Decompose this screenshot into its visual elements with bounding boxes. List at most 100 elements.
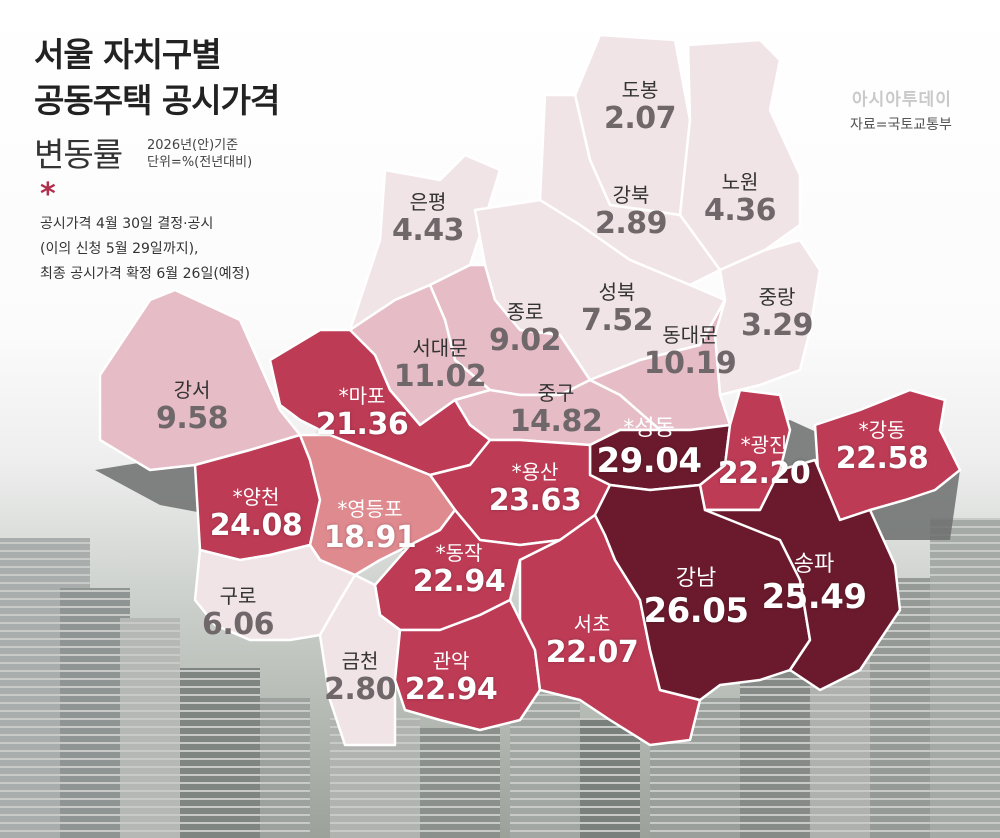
- district-shape-nowon: [678, 38, 802, 272]
- district-name: 중랑: [758, 285, 796, 309]
- district-name: *성동: [623, 416, 675, 441]
- district-label-gangseo: 강서 9.58: [122, 380, 262, 434]
- note-line-1: 공시가격 4월 30일 결정·공시: [40, 216, 214, 232]
- title-line-2: 공동주택 공시가격: [34, 81, 280, 120]
- building: [120, 618, 180, 838]
- district-label-songpa: 송파 25.49: [744, 552, 884, 617]
- district-value: 22.94: [412, 564, 506, 599]
- district-label-seongdong: *성동 29.04: [579, 416, 719, 481]
- district-nowon: [678, 38, 802, 272]
- district-name: *강동: [858, 418, 906, 442]
- district-name: 금천: [341, 649, 379, 673]
- district-name: *영등포: [337, 497, 403, 521]
- building: [420, 728, 500, 838]
- building: [180, 668, 260, 838]
- district-name: *동작: [435, 541, 483, 565]
- title-line-3: 변동률: [34, 135, 123, 174]
- building: [60, 588, 130, 838]
- district-name: 관악: [432, 649, 470, 673]
- district-label-mapo: *마포 21.36: [292, 386, 432, 440]
- district-value: 9.02: [488, 323, 562, 358]
- district-label-seongbuk: 성북 7.52: [547, 282, 687, 336]
- district-yeongdeungpo: [298, 433, 457, 577]
- district-label-jongno: 종로 9.02: [455, 302, 595, 356]
- district-name: 종로: [506, 300, 544, 324]
- district-value: 6.06: [201, 607, 275, 642]
- district-name: 강서: [173, 378, 211, 402]
- district-label-nowon: 노원 4.36: [670, 172, 810, 226]
- district-value: 22.07: [545, 635, 639, 670]
- district-value: 9.58: [155, 401, 229, 436]
- district-name: 중구: [537, 381, 575, 405]
- district-label-gangnam: 강남 26.05: [626, 566, 766, 631]
- building: [580, 718, 640, 838]
- district-label-dongdaemun: 동대문 10.19: [620, 325, 760, 379]
- district-label-guro: 구로 6.06: [168, 586, 308, 640]
- district-value: 2.07: [603, 101, 677, 136]
- district-value: 2.89: [594, 206, 668, 241]
- district-name: *마포: [338, 384, 386, 408]
- note-asterisk: *: [40, 177, 56, 212]
- note-line-2: (이의 신청 5월 29일까지),: [40, 241, 199, 257]
- district-name: 동대문: [662, 323, 718, 347]
- district-value: 26.05: [643, 591, 749, 631]
- note-line-3: 최종 공시가격 확정 6월 26일(예정): [40, 266, 251, 282]
- district-label-geumcheon: 금천 2.80: [290, 651, 430, 705]
- district-name: 서대문: [412, 336, 468, 360]
- district-label-dongjak: *동작 22.94: [389, 543, 529, 597]
- district-mapo: [268, 328, 492, 477]
- district-value: 22.20: [717, 456, 811, 491]
- district-label-gangbuk: 강북 2.89: [561, 185, 701, 239]
- title-line-1: 서울 자치구별: [34, 35, 222, 74]
- building: [260, 698, 310, 838]
- district-name: 구로: [219, 584, 257, 608]
- district-label-jungnang: 중랑 3.29: [707, 287, 847, 341]
- district-label-gwangjin: *광진 22.20: [694, 435, 834, 489]
- district-label-gangdong: *강동 22.58: [812, 420, 952, 474]
- district-value: 29.04: [596, 441, 702, 481]
- district-value: 18.91: [323, 520, 417, 555]
- district-value: 3.29: [740, 308, 814, 343]
- district-value: 24.08: [209, 508, 303, 543]
- district-label-yeongdeungpo: *영등포 18.91: [300, 499, 440, 553]
- district-value: 23.63: [488, 483, 582, 518]
- district-value: 21.36: [315, 407, 409, 442]
- district-label-dobong: 도봉 2.07: [570, 80, 710, 134]
- district-label-seodaemun: 서대문 11.02: [370, 338, 510, 392]
- district-name: 노원: [721, 170, 759, 194]
- district-name: 강남: [675, 566, 717, 591]
- district-shape-songpa: [703, 458, 902, 692]
- district-name: 송파: [793, 552, 835, 577]
- district-value: 4.43: [391, 213, 465, 248]
- district-name: 강북: [612, 183, 650, 207]
- district-label-jung: 중구 14.82: [486, 383, 626, 437]
- basis-unit: 단위=%(전년대비): [147, 155, 253, 170]
- district-label-yangcheon: *양천 24.08: [186, 487, 326, 541]
- district-value: 4.36: [703, 193, 777, 228]
- district-name: *양천: [232, 485, 280, 509]
- district-name: *용산: [511, 460, 559, 484]
- building: [740, 658, 810, 838]
- district-label-gwanak: 관악 22.94: [381, 651, 521, 705]
- district-songpa: [703, 458, 902, 692]
- district-value: 2.80: [323, 672, 397, 707]
- district-label-yongsan: *용산 23.63: [465, 462, 605, 516]
- district-name: 성북: [598, 280, 636, 304]
- district-value: 25.49: [761, 577, 867, 617]
- district-name: 도봉: [621, 78, 659, 102]
- district-value: 11.02: [393, 359, 487, 394]
- district-name: *광진: [740, 433, 788, 457]
- district-value: 7.52: [580, 303, 654, 338]
- district-value: 14.82: [509, 404, 603, 439]
- district-value: 10.19: [643, 346, 737, 381]
- district-value: 22.94: [404, 672, 498, 707]
- data-source: 자료=국토교통부: [850, 117, 952, 133]
- district-shape-yeongdeungpo: [298, 433, 457, 577]
- district-value: 22.58: [835, 441, 929, 476]
- district-label-seocho: 서초 22.07: [522, 614, 662, 668]
- district-name: 은평: [409, 190, 447, 214]
- building: [930, 518, 1000, 838]
- publisher-logo: 아시아투데이: [852, 90, 952, 110]
